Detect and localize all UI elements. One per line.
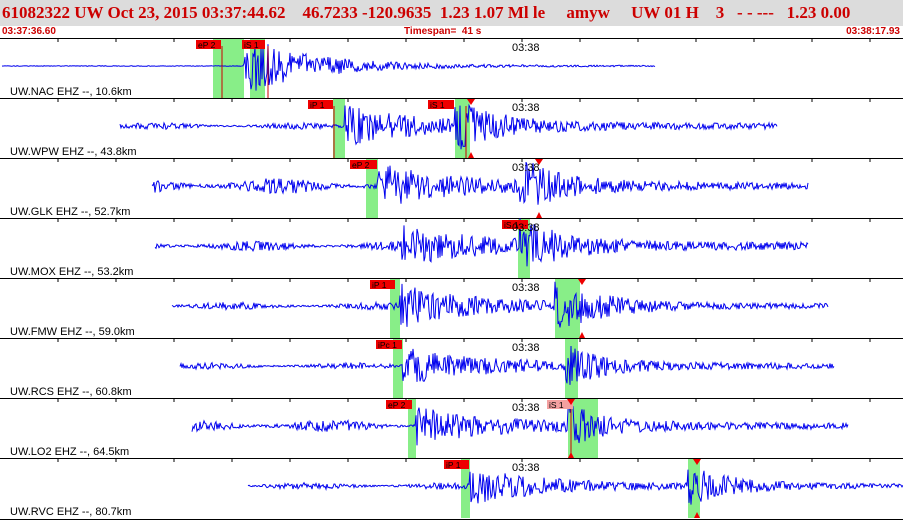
pick-box [376,340,402,349]
waveform [1,44,656,91]
pick-box [386,400,412,409]
trace-panel: iP 1 03:38 UW.FMW EHZ --, 59.0km [0,278,903,338]
time-label: 03:38 [512,42,540,54]
station-label: UW.RCS EHZ --, 60.8km [10,386,132,398]
station-label: UW.FMW EHZ --, 59.0km [10,326,135,338]
pick-label: iPc 1 [378,340,397,350]
trace-panel: iP 1 03:38 UW.RVC EHZ --, 80.7km [0,458,903,518]
pick-label: iS 1 [430,100,445,110]
pick-label: iP 1 [310,100,325,110]
pick-label: eP 2 [198,40,216,50]
pick-marker [693,459,701,465]
event-title: 61082322 UW Oct 23, 2015 03:37:44.62 46.… [2,3,851,22]
pick-box [502,220,528,229]
phase-window [393,339,403,398]
station-label: UW.RVC EHZ --, 80.7km [10,506,131,518]
pick-box [196,40,221,49]
pick-label: iS 1 [244,40,259,50]
waveform [171,281,829,328]
station-label: UW.WPW EHZ --, 43.8km [10,146,137,158]
phase-window [520,219,530,278]
station-label: UW.NAC EHZ --, 10.6km [10,86,132,98]
waveform [179,345,835,385]
waveform [191,401,849,446]
trace-panel: eP 2 03:38 UW.GLK EHZ --, 52.7km [0,158,903,218]
pick-box [547,400,573,409]
phase-window [408,399,416,458]
waveform [154,218,809,267]
waveform [247,469,903,505]
pick-box [428,100,454,109]
trace-panel: eP 2 iS 1 03:38 UW.NAC EHZ --, 10.6km [0,38,903,98]
trace-panel: iS 103:38 UW.MOX EHZ --, 53.2km [0,218,903,278]
start-time: 03:37:36.60 [2,26,56,37]
pick-box [350,160,377,169]
pick-marker [467,99,475,105]
time-label: 03:38 [512,462,540,474]
pick-box [370,280,395,289]
pick-box [308,100,333,109]
pick-label: iP 1 [446,460,461,470]
time-label: 03:38 [512,222,540,234]
time-label: 03:38 [512,162,540,174]
phase-window [390,279,400,338]
time-range-bar: 03:37:36.60 Timespan= 41 s 03:38:17.93 [0,26,903,38]
station-label: UW.MOX EHZ --, 53.2km [10,266,133,278]
trace-panel: iPc 1 03:38 UW.RCS EHZ --, 60.8km [0,338,903,398]
pick-box [242,40,265,49]
time-label: 03:38 [512,102,540,114]
pick-marker [468,152,474,158]
phase-window [333,99,345,158]
time-label: 03:38 [512,402,540,414]
pick-marker [535,159,543,165]
station-label: UW.GLK EHZ --, 52.7km [10,206,130,218]
pick-label: eP 2 [352,160,370,170]
timespan-label: Timespan= 41 s [404,26,482,37]
pick-label: iS 1 [549,400,564,410]
header-bar: 61082322 UW Oct 23, 2015 03:37:44.62 46.… [0,0,903,26]
pick-marker [568,452,574,458]
pick-marker [694,512,700,518]
pick-marker [567,399,575,405]
pick-label: iS 1 [504,220,519,230]
end-time: 03:38:17.93 [846,26,900,37]
phase-window [366,159,378,218]
pick-marker [579,332,585,338]
pick-label: eP 2 [388,400,406,410]
pick-box [444,460,469,469]
waveform [119,103,778,150]
time-label: 03:38 [512,282,540,294]
pick-marker [536,212,542,218]
trace-panel: eP 2 iS 1 03:38 UW.LO2 EHZ --, 64.5km [0,398,903,458]
pick-label: iP 1 [372,280,387,290]
trace-panel: iP 1 iS 1 03:38 UW.WPW EHZ --, 43.8km [0,98,903,158]
station-label: UW.LO2 EHZ --, 64.5km [10,446,129,458]
pick-marker [578,279,586,285]
waveform [151,162,809,205]
time-label: 03:38 [512,342,540,354]
